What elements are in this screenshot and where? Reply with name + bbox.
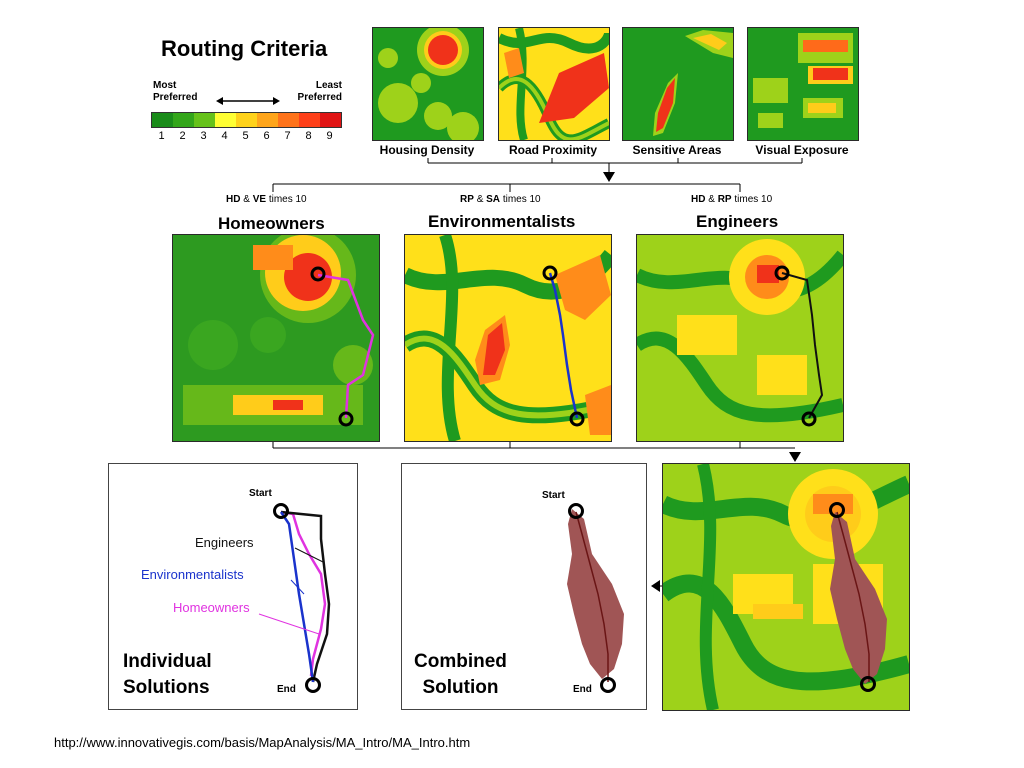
housing-density-map bbox=[372, 27, 484, 141]
legend-number-3: 3 bbox=[200, 130, 207, 142]
legend-swatch-7 bbox=[278, 113, 299, 127]
homeowners-title: Homeowners bbox=[218, 214, 325, 233]
engineers-title: Engineers bbox=[696, 212, 779, 231]
legend-swatch-2 bbox=[173, 113, 194, 127]
legend-swatch-8 bbox=[299, 113, 320, 127]
individual-end-label: End bbox=[277, 684, 296, 695]
source-url: http://www.innovativegis.com/basis/MapAn… bbox=[54, 735, 471, 750]
legend-engineers: Engineers bbox=[195, 535, 254, 550]
engineers-criteria-spec: HD & RP times 10 bbox=[691, 194, 773, 205]
legend-number-7: 7 bbox=[284, 130, 291, 142]
legend-swatch-1 bbox=[152, 113, 173, 127]
road-proximity-map bbox=[498, 27, 610, 141]
legend-number-8: 8 bbox=[305, 130, 312, 142]
environmentalists-criteria-spec: RP & SA times 10 bbox=[460, 194, 541, 205]
engineers-map bbox=[636, 234, 844, 442]
legend-number-5: 5 bbox=[242, 130, 249, 142]
individual-start-label: Start bbox=[249, 488, 272, 499]
legend-swatch-6 bbox=[257, 113, 278, 127]
combined-start-label: Start bbox=[542, 490, 565, 501]
legend-number-6: 6 bbox=[263, 130, 270, 142]
combined-map bbox=[662, 463, 910, 711]
sensitive-areas-map bbox=[622, 27, 734, 141]
legend-number-4: 4 bbox=[221, 130, 228, 142]
legend-environmentalists: Environmentalists bbox=[141, 567, 244, 582]
legend-arrow-icon bbox=[216, 97, 280, 105]
legend-swatch-9 bbox=[320, 113, 341, 127]
legend-most-label: Most Preferred bbox=[153, 80, 198, 103]
legend-homeowners: Homeowners bbox=[173, 600, 250, 615]
individual-solutions-panel: Start End Engineers Environmentalists Ho… bbox=[108, 463, 358, 710]
individual-routes bbox=[258, 503, 331, 693]
legend-numbers: 1 2 3 4 5 6 7 8 9 bbox=[151, 130, 341, 142]
combined-corridor bbox=[567, 503, 624, 693]
legend-number-2: 2 bbox=[179, 130, 186, 142]
legend-swatch-4 bbox=[215, 113, 236, 127]
visual-exposure-map bbox=[747, 27, 859, 141]
legend-number-9: 9 bbox=[326, 130, 333, 142]
page-title: Routing Criteria bbox=[161, 36, 328, 61]
legend-color-bar bbox=[151, 112, 342, 128]
environmentalists-title: Environmentalists bbox=[428, 212, 576, 231]
homeowners-criteria-spec: HD & VE times 10 bbox=[226, 194, 307, 205]
homeowners-map bbox=[172, 234, 380, 442]
legend-swatch-3 bbox=[194, 113, 215, 127]
legend-least-label: Least Preferred bbox=[297, 80, 342, 103]
combined-end-label: End bbox=[573, 684, 592, 695]
criterion-label-housing-density: Housing Density bbox=[379, 143, 475, 157]
legend-swatch-5 bbox=[236, 113, 257, 127]
legend-number-1: 1 bbox=[158, 130, 165, 142]
criterion-label-visual-exposure: Visual Exposure bbox=[755, 143, 849, 157]
criterion-label-sensitive-areas: Sensitive Areas bbox=[632, 143, 722, 157]
combined-solution-panel: Start End Combined Solution bbox=[401, 463, 647, 710]
individual-solutions-title: Individual Solutions bbox=[123, 651, 212, 698]
criterion-label-road-proximity: Road Proximity bbox=[508, 143, 598, 157]
combined-solution-title: Combined Solution bbox=[414, 651, 507, 698]
environmentalists-map bbox=[404, 234, 612, 442]
